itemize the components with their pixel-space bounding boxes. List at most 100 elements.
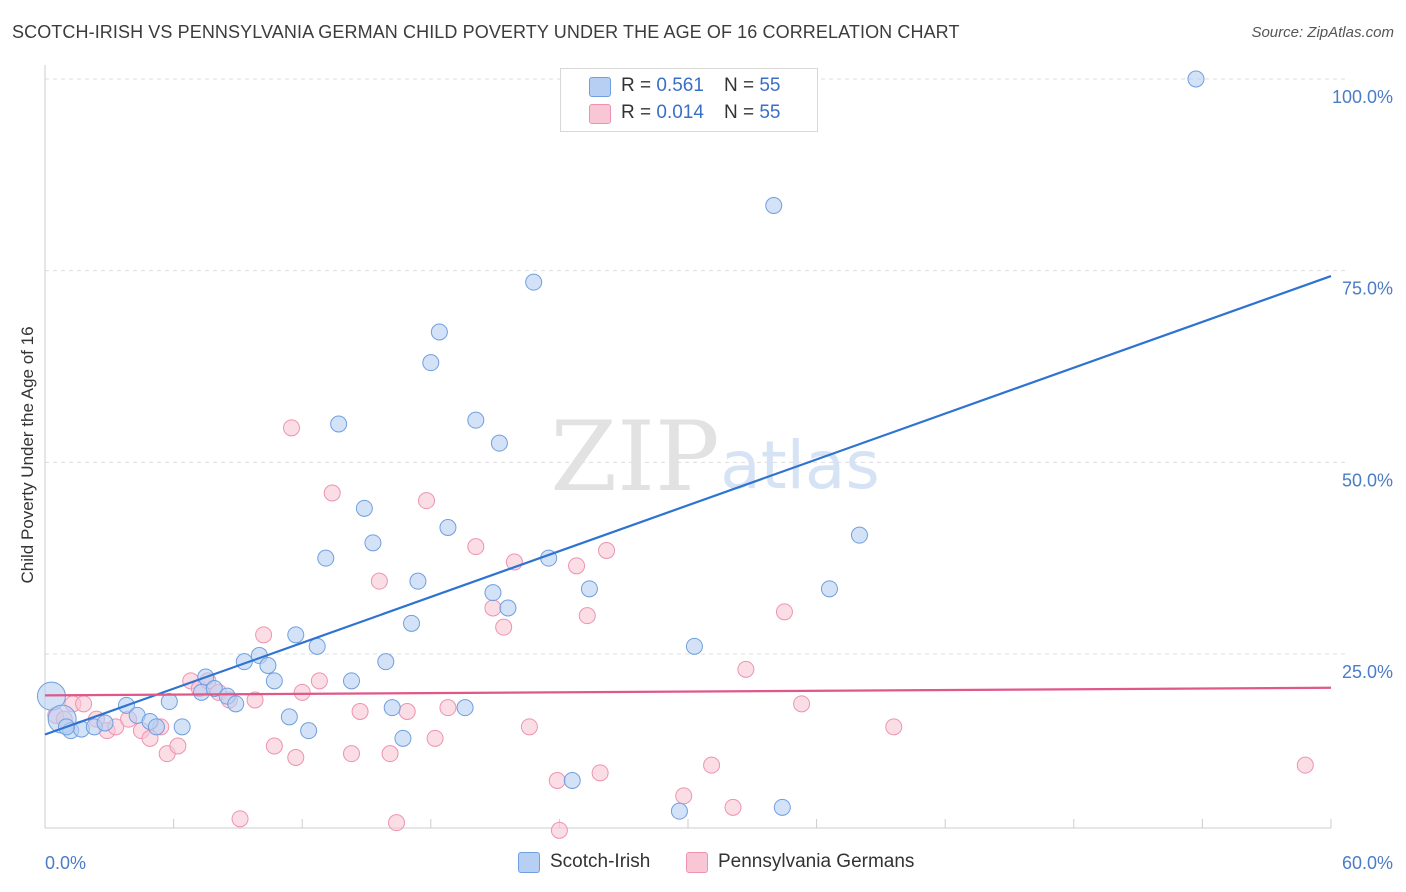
- point-scotch-irish[interactable]: [467, 411, 485, 429]
- point-scotch-irish[interactable]: [96, 714, 114, 732]
- point-scotch-irish[interactable]: [265, 672, 283, 690]
- point-pennsylvania-germans[interactable]: [342, 745, 360, 763]
- point-scotch-irish[interactable]: [670, 802, 688, 820]
- legend-label-scotch-irish: Scotch-Irish: [550, 851, 651, 872]
- point-scotch-irish[interactable]: [403, 614, 421, 632]
- point-pennsylvania-germans[interactable]: [246, 691, 264, 709]
- point-pennsylvania-germans[interactable]: [426, 729, 444, 747]
- point-pennsylvania-germans[interactable]: [231, 810, 249, 828]
- point-pennsylvania-germans[interactable]: [675, 787, 693, 805]
- point-scotch-irish[interactable]: [383, 699, 401, 717]
- r-value-scotch: 0.561: [656, 75, 704, 96]
- watermark-zip: ZIP: [550, 401, 719, 513]
- point-scotch-irish[interactable]: [173, 718, 191, 736]
- point-scotch-irish[interactable]: [317, 549, 335, 567]
- point-pennsylvania-germans[interactable]: [568, 557, 586, 575]
- point-scotch-irish[interactable]: [394, 729, 412, 747]
- point-pennsylvania-germans[interactable]: [737, 660, 755, 678]
- chart-title: SCOTCH-IRISH VS PENNSYLVANIA GERMAN CHIL…: [12, 22, 960, 42]
- point-scotch-irish[interactable]: [439, 519, 457, 536]
- point-pennsylvania-germans[interactable]: [370, 572, 388, 590]
- point-pennsylvania-germans[interactable]: [548, 772, 566, 789]
- point-scotch-irish[interactable]: [364, 534, 382, 552]
- bottom-legend: Scotch-Irish Pennsylvania Germans: [0, 851, 1406, 877]
- trend-line-pennsylvania-germans: [44, 686, 1332, 697]
- point-scotch-irish[interactable]: [563, 772, 581, 789]
- point-pennsylvania-germans[interactable]: [75, 695, 93, 713]
- point-pennsylvania-germans[interactable]: [310, 672, 328, 690]
- tick-labels: 25.0% 50.0% 75.0% 100.0% 0.0% 60.0%: [45, 87, 1393, 873]
- point-pennsylvania-germans[interactable]: [598, 542, 616, 559]
- point-scotch-irish[interactable]: [580, 580, 598, 598]
- point-pennsylvania-germans[interactable]: [578, 607, 596, 625]
- point-scotch-irish[interactable]: [342, 672, 360, 690]
- point-scotch-irish[interactable]: [490, 434, 508, 452]
- point-pennsylvania-germans[interactable]: [255, 626, 273, 644]
- point-scotch-irish[interactable]: [227, 695, 245, 713]
- legend-swatch-scotch-irish: [518, 851, 540, 873]
- point-pennsylvania-germans[interactable]: [265, 737, 283, 755]
- point-pennsylvania-germans[interactable]: [293, 683, 311, 701]
- source-label: Source: ZipAtlas.com: [1251, 24, 1394, 41]
- point-scotch-irish[interactable]: [820, 580, 838, 598]
- point-scotch-irish[interactable]: [765, 197, 783, 214]
- point-scotch-irish[interactable]: [1187, 70, 1205, 88]
- series-scotch-irish: [36, 70, 1205, 820]
- legend-item-pennsylvania-germans[interactable]: Pennsylvania Germans: [686, 851, 914, 873]
- legend-row-scotch-irish: R = 0.561 N = 55: [621, 75, 781, 96]
- point-pennsylvania-germans[interactable]: [775, 603, 793, 621]
- point-scotch-irish[interactable]: [484, 584, 502, 602]
- point-pennsylvania-germans[interactable]: [1296, 756, 1314, 774]
- point-scotch-irish[interactable]: [773, 798, 791, 816]
- point-scotch-irish[interactable]: [147, 718, 165, 736]
- point-pennsylvania-germans[interactable]: [169, 737, 187, 755]
- point-scotch-irish[interactable]: [430, 323, 448, 341]
- point-pennsylvania-germans[interactable]: [351, 703, 369, 720]
- n-value-scotch: 55: [759, 75, 781, 96]
- point-pennsylvania-germans[interactable]: [484, 599, 502, 617]
- pennsylvania-germans-swatch: [589, 104, 611, 124]
- point-scotch-irish[interactable]: [499, 599, 517, 617]
- point-scotch-irish[interactable]: [355, 499, 373, 517]
- point-pennsylvania-germans[interactable]: [439, 699, 457, 717]
- point-scotch-irish[interactable]: [308, 637, 326, 655]
- y-tick-label: 75.0%: [1342, 279, 1393, 299]
- point-pennsylvania-germans[interactable]: [323, 484, 341, 502]
- point-scotch-irish[interactable]: [300, 722, 318, 740]
- point-pennsylvania-germans[interactable]: [591, 764, 609, 782]
- point-pennsylvania-germans[interactable]: [287, 749, 305, 766]
- point-scotch-irish[interactable]: [409, 572, 427, 590]
- point-scotch-irish[interactable]: [205, 680, 223, 697]
- point-pennsylvania-germans[interactable]: [467, 538, 485, 556]
- point-scotch-irish[interactable]: [377, 653, 395, 671]
- point-scotch-irish[interactable]: [525, 273, 543, 291]
- point-pennsylvania-germans[interactable]: [885, 718, 903, 736]
- point-pennsylvania-germans[interactable]: [398, 703, 416, 720]
- point-pennsylvania-germans[interactable]: [550, 821, 568, 839]
- trend-lines: [44, 274, 1332, 736]
- point-scotch-irish[interactable]: [422, 354, 440, 372]
- point-pennsylvania-germans[interactable]: [724, 798, 742, 816]
- point-pennsylvania-germans[interactable]: [418, 492, 436, 510]
- legend-swatch-pennsylvania-germans: [686, 851, 708, 873]
- point-scotch-irish[interactable]: [330, 415, 348, 433]
- point-scotch-irish[interactable]: [456, 699, 474, 717]
- point-scotch-irish[interactable]: [160, 693, 178, 711]
- point-pennsylvania-germans[interactable]: [793, 695, 811, 713]
- x-tick-label: 0.0%: [45, 853, 86, 873]
- point-scotch-irish[interactable]: [850, 526, 868, 544]
- point-pennsylvania-germans[interactable]: [520, 718, 538, 736]
- trend-line-scotch-irish: [44, 274, 1332, 736]
- point-pennsylvania-germans[interactable]: [282, 419, 300, 437]
- r-value-penn: 0.014: [656, 102, 704, 123]
- point-scotch-irish[interactable]: [287, 626, 305, 644]
- legend-item-scotch-irish[interactable]: Scotch-Irish: [518, 851, 650, 873]
- gridlines: [45, 78, 1345, 655]
- point-pennsylvania-germans[interactable]: [495, 618, 513, 636]
- point-scotch-irish[interactable]: [280, 708, 298, 726]
- point-pennsylvania-germans[interactable]: [388, 814, 406, 832]
- point-pennsylvania-germans[interactable]: [703, 756, 721, 774]
- point-scotch-irish[interactable]: [685, 637, 703, 655]
- point-scotch-irish[interactable]: [259, 657, 277, 674]
- point-pennsylvania-germans[interactable]: [381, 745, 399, 763]
